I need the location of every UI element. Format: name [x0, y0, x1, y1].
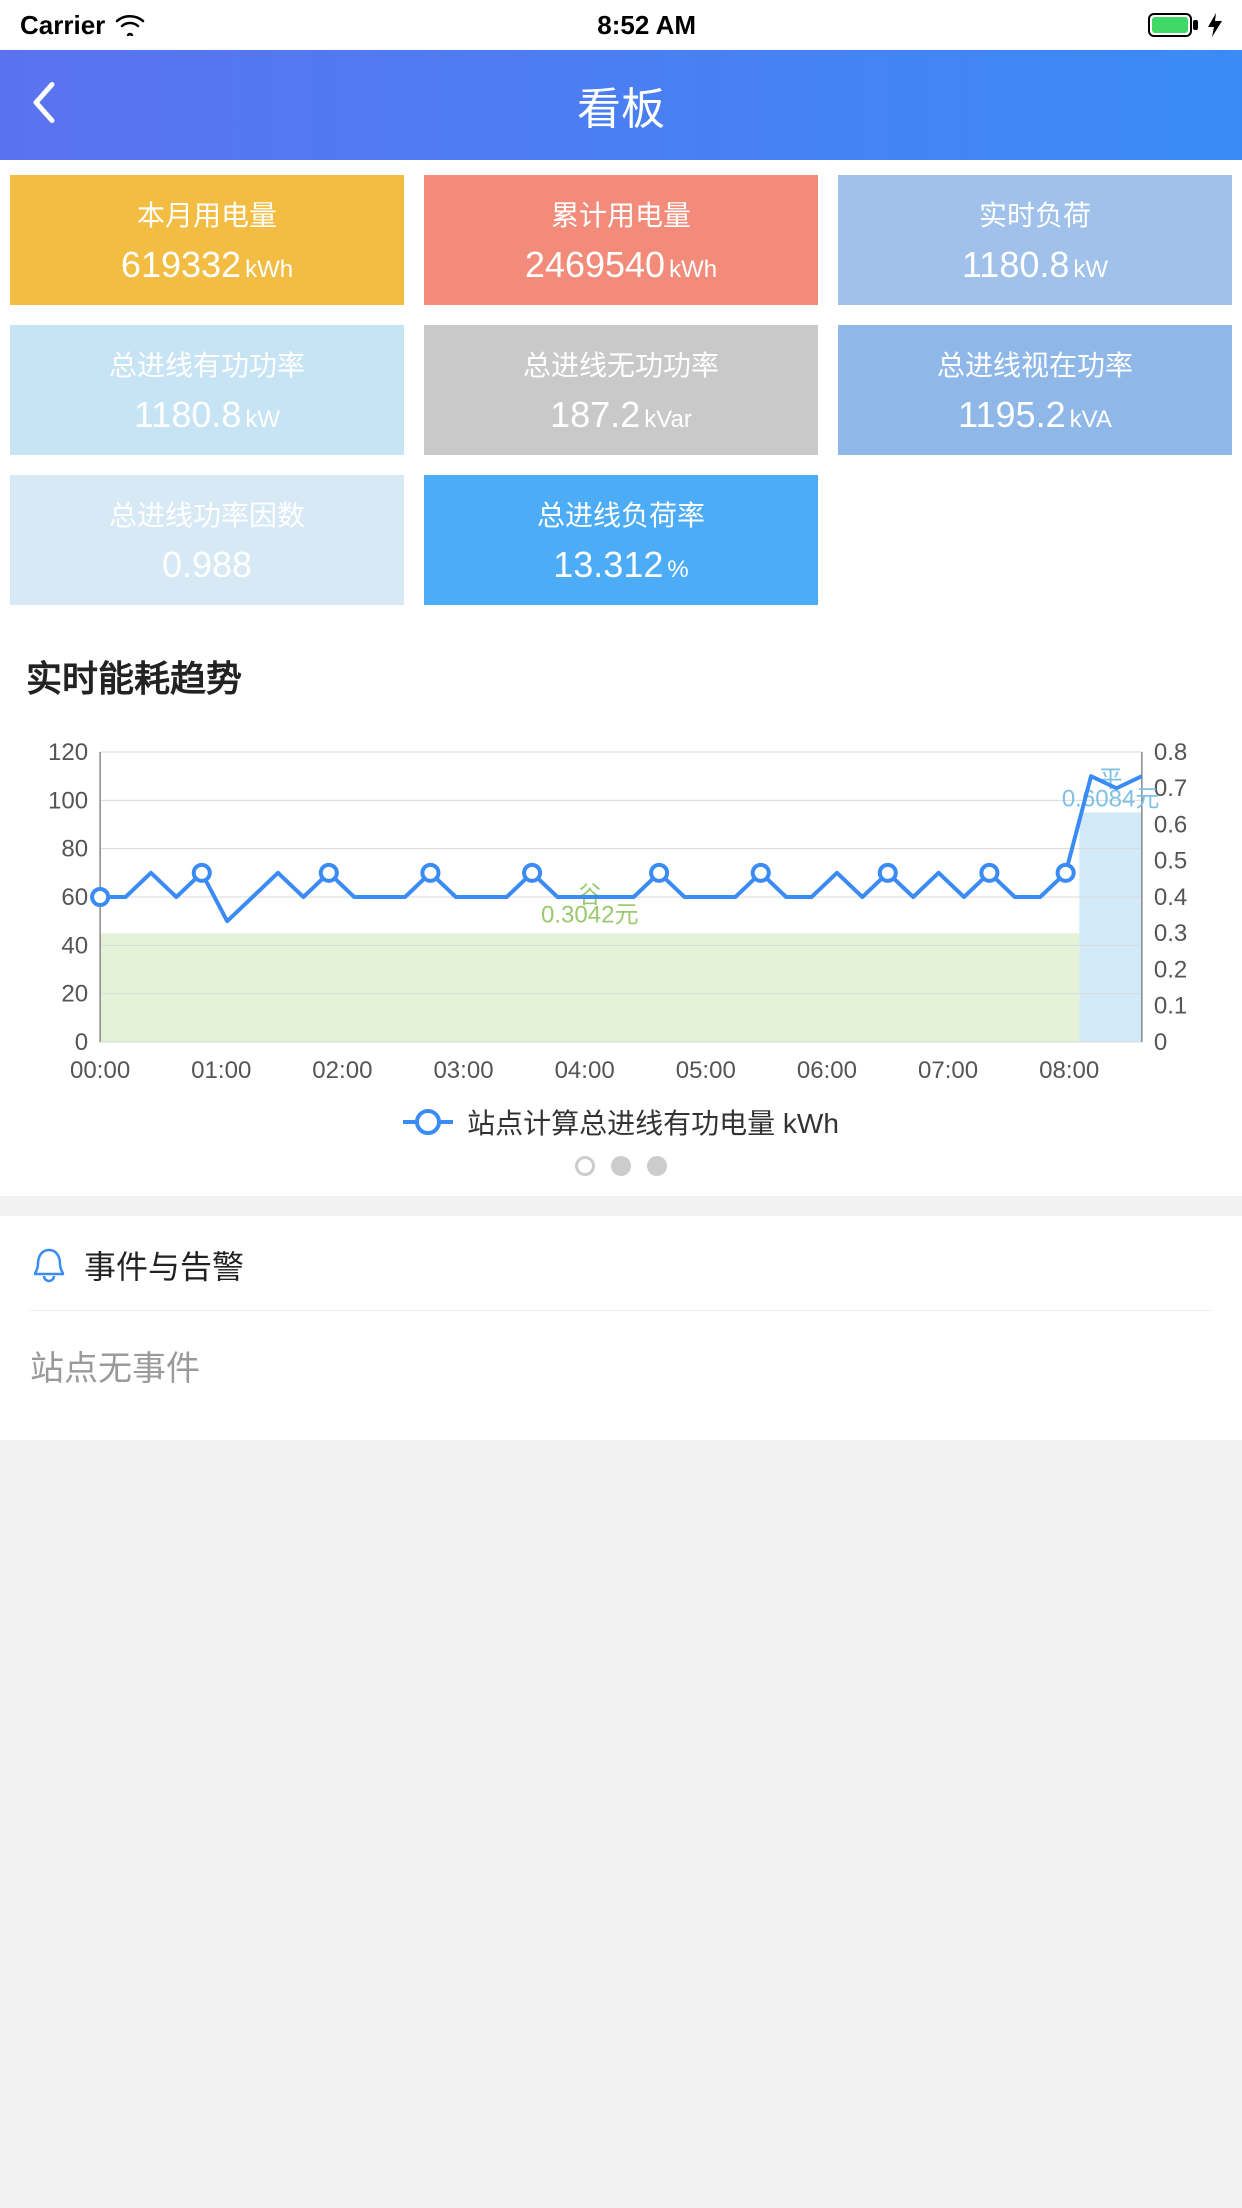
svg-text:07:00: 07:00 — [918, 1057, 978, 1084]
metric-value: 187.2kVar — [550, 394, 692, 436]
svg-text:0: 0 — [75, 1029, 88, 1056]
metric-unit: % — [667, 556, 688, 583]
metric-value: 1180.8kW — [962, 244, 1108, 286]
metric-unit: kVA — [1070, 406, 1112, 433]
status-left: Carrier — [20, 10, 145, 41]
page-dot[interactable] — [575, 1156, 595, 1176]
svg-text:05:00: 05:00 — [676, 1057, 736, 1084]
svg-text:0.2: 0.2 — [1154, 957, 1187, 984]
back-button[interactable] — [30, 81, 56, 130]
svg-text:0.8: 0.8 — [1154, 739, 1187, 766]
chart-section: 实时能耗趋势 0 20 40 60 80 100 120 0 0.1 0.2 0.3 0.4 0.5 0.… — [0, 620, 1242, 1196]
chart-title: 实时能耗趋势 — [20, 650, 1222, 702]
carrier-label: Carrier — [20, 10, 105, 41]
svg-text:0.4: 0.4 — [1154, 884, 1187, 911]
metric-label: 累计用电量 — [551, 194, 691, 234]
metric-label: 实时负荷 — [979, 194, 1091, 234]
svg-text:40: 40 — [61, 932, 88, 959]
metric-card[interactable]: 总进线负荷率 13.312% — [424, 475, 818, 605]
svg-text:0.6: 0.6 — [1154, 812, 1187, 839]
chart-canvas[interactable]: 02040608010012000.10.20.30.40.50.60.70.8… — [20, 732, 1222, 1092]
svg-text:0.6084元: 0.6084元 — [1062, 785, 1160, 812]
svg-text:02:00: 02:00 — [312, 1057, 372, 1084]
metric-card[interactable]: 总进线功率因数 0.988 — [10, 475, 404, 605]
alerts-empty: 站点无事件 — [30, 1311, 1212, 1390]
alerts-section: 事件与告警 站点无事件 — [0, 1216, 1242, 1440]
status-time: 8:52 AM — [597, 10, 696, 41]
wifi-icon — [115, 14, 145, 36]
svg-text:100: 100 — [48, 787, 88, 814]
page-indicator[interactable] — [20, 1156, 1222, 1176]
chevron-left-icon — [30, 81, 56, 125]
app-header: 看板 — [0, 50, 1242, 160]
bell-icon — [30, 1246, 68, 1284]
page-title: 看板 — [0, 73, 1242, 137]
legend-line-icon — [403, 1120, 453, 1124]
svg-text:120: 120 — [48, 739, 88, 766]
alerts-title: 事件与告警 — [84, 1242, 244, 1288]
battery-icon — [1148, 13, 1200, 37]
svg-text:0.1: 0.1 — [1154, 993, 1187, 1020]
chart-legend: 站点计算总进线有功电量 kWh — [20, 1102, 1222, 1142]
alerts-header[interactable]: 事件与告警 — [30, 1242, 1212, 1311]
metric-label: 总进线负荷率 — [537, 494, 705, 534]
svg-text:0.3042元: 0.3042元 — [541, 901, 639, 928]
metrics-grid: 本月用电量 619332kWh 累计用电量 2469540kWh 实时负荷 1180.8k… — [0, 160, 1242, 620]
metric-value: 0.988 — [162, 544, 252, 586]
metric-unit: kVar — [644, 406, 692, 433]
status-right — [1148, 13, 1222, 37]
svg-text:08:00: 08:00 — [1039, 1057, 1099, 1084]
metric-label: 总进线功率因数 — [109, 494, 305, 534]
metric-label: 本月用电量 — [137, 194, 277, 234]
charging-icon — [1208, 13, 1222, 37]
svg-text:03:00: 03:00 — [433, 1057, 493, 1084]
metric-unit: kWh — [669, 256, 717, 283]
legend-label: 站点计算总进线有功电量 kWh — [467, 1102, 839, 1142]
metric-card[interactable]: 总进线无功功率 187.2kVar — [424, 325, 818, 455]
svg-text:00:00: 00:00 — [70, 1057, 130, 1084]
metric-label: 总进线有功功率 — [109, 344, 305, 384]
metric-card[interactable]: 总进线视在功率 1195.2kVA — [838, 325, 1232, 455]
metric-card[interactable]: 本月用电量 619332kWh — [10, 175, 404, 305]
svg-text:0.3: 0.3 — [1154, 920, 1187, 947]
svg-text:60: 60 — [61, 884, 88, 911]
metric-unit: kW — [1073, 256, 1108, 283]
svg-text:20: 20 — [61, 981, 88, 1008]
page-dot[interactable] — [611, 1156, 631, 1176]
metric-unit: kWh — [245, 256, 293, 283]
page-dot[interactable] — [647, 1156, 667, 1176]
metric-value: 1180.8kW — [134, 394, 280, 436]
metric-value: 1195.2kVA — [958, 394, 1112, 436]
svg-text:06:00: 06:00 — [797, 1057, 857, 1084]
metric-value: 619332kWh — [121, 244, 293, 286]
metric-label: 总进线视在功率 — [937, 344, 1133, 384]
svg-text:80: 80 — [61, 836, 88, 863]
metric-card[interactable]: 累计用电量 2469540kWh — [424, 175, 818, 305]
metric-card[interactable]: 总进线有功功率 1180.8kW — [10, 325, 404, 455]
metric-label: 总进线无功功率 — [523, 344, 719, 384]
svg-text:01:00: 01:00 — [191, 1057, 251, 1084]
svg-text:04:00: 04:00 — [555, 1057, 615, 1084]
status-bar: Carrier 8:52 AM — [0, 0, 1242, 50]
metric-unit: kW — [245, 406, 280, 433]
metric-card[interactable]: 实时负荷 1180.8kW — [838, 175, 1232, 305]
svg-text:0.5: 0.5 — [1154, 848, 1187, 875]
metric-value: 2469540kWh — [525, 244, 717, 286]
metric-value: 13.312% — [553, 544, 688, 586]
svg-text:0: 0 — [1154, 1029, 1167, 1056]
